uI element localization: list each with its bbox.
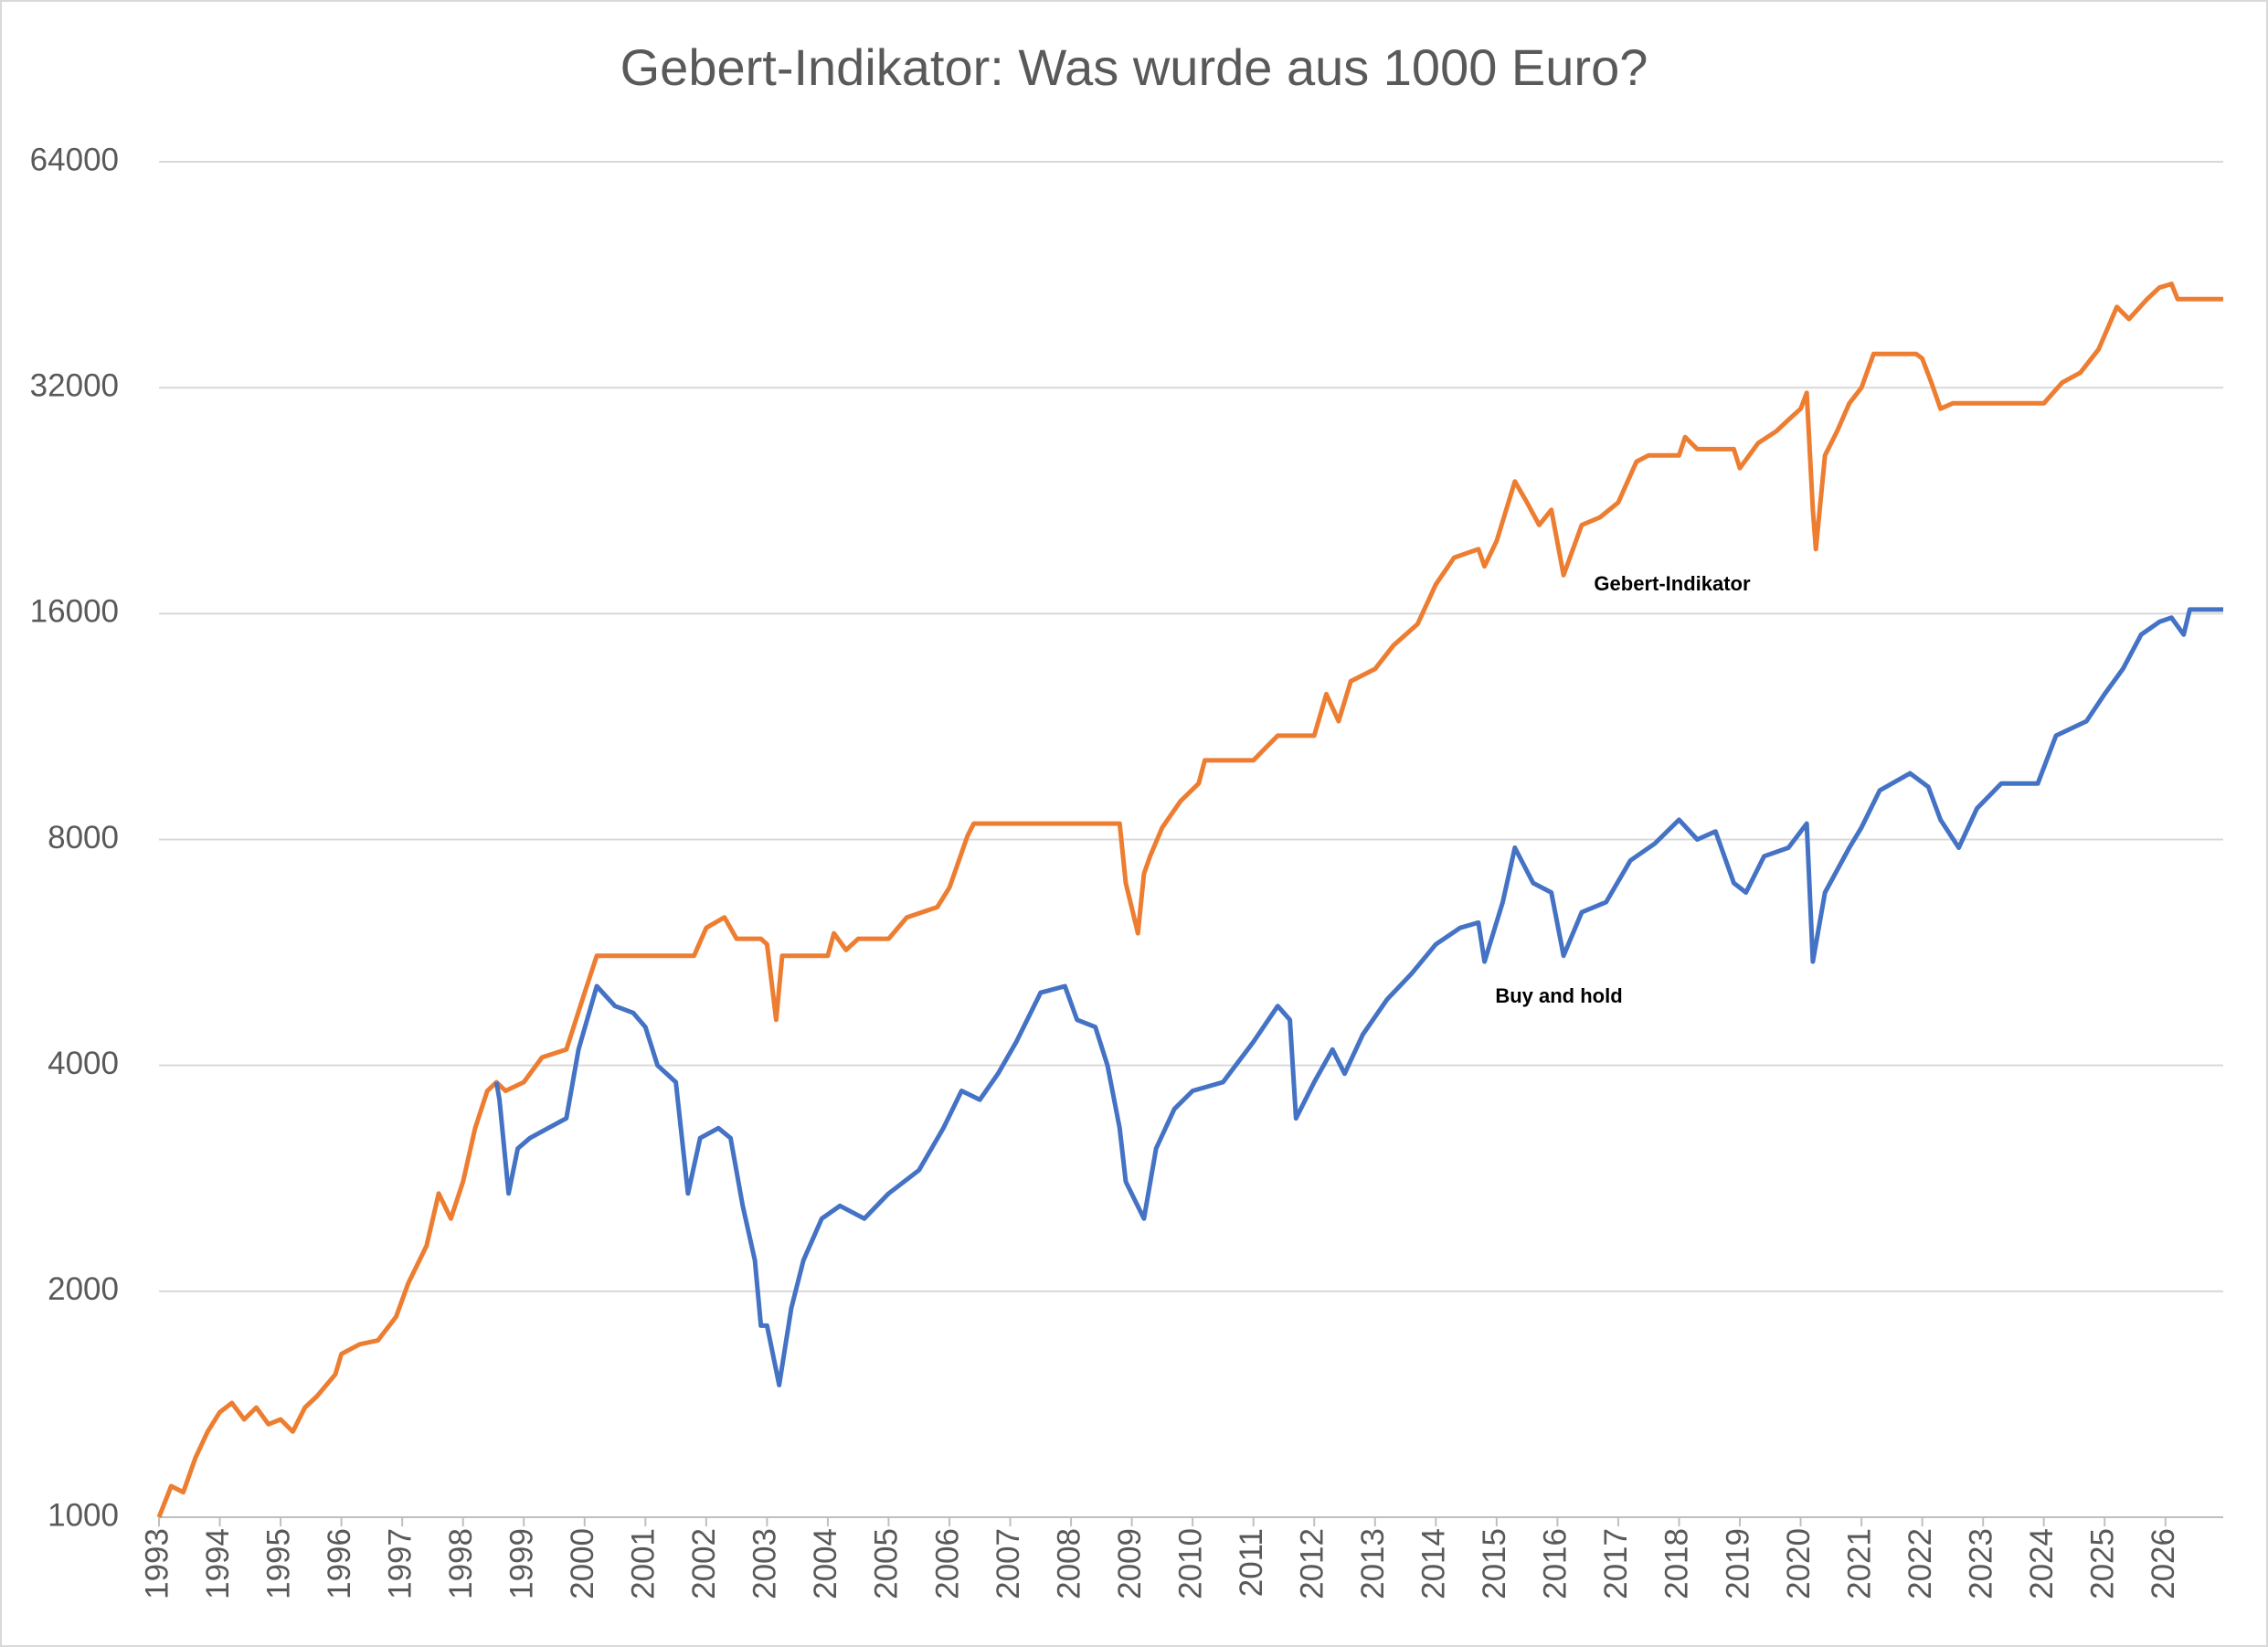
series-label: Buy and hold xyxy=(1495,984,1622,1007)
x-tick-label: 1997 xyxy=(382,1528,418,1599)
x-tick-label: 1994 xyxy=(200,1528,236,1599)
y-tick-label: 1000 xyxy=(48,1497,119,1533)
series-line xyxy=(493,607,2223,1387)
x-tick-label: 1999 xyxy=(503,1528,539,1599)
x-tick-label: 2004 xyxy=(808,1528,843,1599)
x-tick-label: 2012 xyxy=(1294,1528,1330,1599)
x-tick-label: 2020 xyxy=(1781,1528,1817,1599)
x-tick-label: 2024 xyxy=(2024,1528,2060,1599)
x-tick-label: 2005 xyxy=(869,1528,905,1599)
y-tick-label: 2000 xyxy=(48,1271,119,1307)
series-label: Gebert-Indikator xyxy=(1594,572,1751,595)
x-tick-label: 2000 xyxy=(565,1528,600,1599)
x-tick-label: 2022 xyxy=(1902,1528,1938,1599)
x-tick-label: 2013 xyxy=(1355,1528,1391,1599)
x-tick-label: 2014 xyxy=(1416,1528,1452,1599)
y-tick-label: 64000 xyxy=(30,142,119,177)
x-tick-label: 2007 xyxy=(991,1528,1026,1599)
x-tick-label: 1996 xyxy=(322,1528,357,1599)
y-tick-label: 16000 xyxy=(30,594,119,630)
x-tick-label: 2019 xyxy=(1720,1528,1755,1599)
x-tick-label: 2023 xyxy=(1963,1528,1998,1599)
y-tick-label: 8000 xyxy=(48,820,119,855)
x-tick-label: 1998 xyxy=(443,1528,479,1599)
series-line xyxy=(156,282,2223,1518)
y-tick-label: 4000 xyxy=(48,1046,119,1081)
x-tick-label: 2025 xyxy=(2084,1528,2120,1599)
x-tick-label: 2016 xyxy=(1538,1528,1574,1599)
x-tick-label: 2009 xyxy=(1112,1528,1148,1599)
x-tick-label: 2006 xyxy=(929,1528,965,1599)
chart-title: Gebert-Indikator: Was wurde aus 1000 Eur… xyxy=(620,38,1648,96)
x-tick-label: 2021 xyxy=(1841,1528,1877,1599)
x-tick-label: 2010 xyxy=(1172,1528,1208,1599)
x-tick-label: 2026 xyxy=(2146,1528,2181,1599)
x-tick-label: 2008 xyxy=(1051,1528,1086,1599)
x-tick-label: 2001 xyxy=(626,1528,662,1599)
x-tick-label: 1993 xyxy=(139,1528,175,1599)
x-tick-label: 2018 xyxy=(1659,1528,1695,1599)
x-tick-label: 2003 xyxy=(747,1528,783,1599)
x-tick-label: 2002 xyxy=(686,1528,722,1599)
y-tick-label: 32000 xyxy=(30,367,119,403)
x-tick-label: 2011 xyxy=(1234,1528,1269,1597)
x-tick-label: 2017 xyxy=(1598,1528,1634,1599)
x-tick-label: 2015 xyxy=(1477,1528,1512,1599)
x-tick-label: 1995 xyxy=(260,1528,296,1599)
